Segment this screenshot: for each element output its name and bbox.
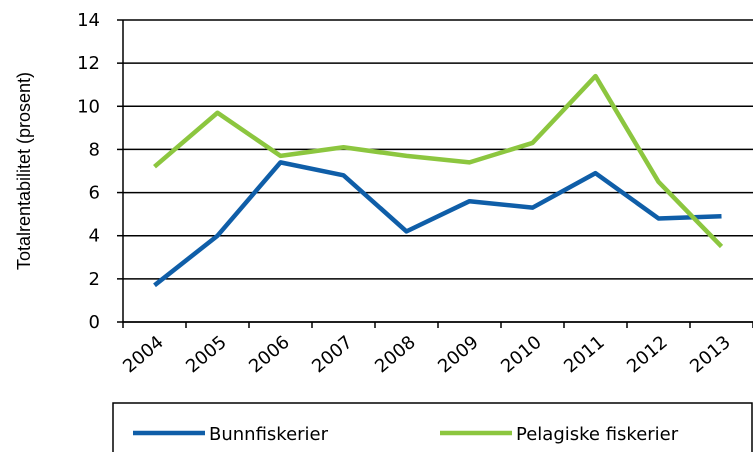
x-tick-label: 2012: [623, 332, 672, 378]
y-tick-label: 4: [89, 226, 100, 247]
y-tick-label: 14: [77, 10, 100, 31]
y-tick-label: 0: [89, 312, 100, 333]
x-tick-label: 2011: [560, 332, 609, 378]
x-tick-label: 2006: [245, 332, 294, 378]
x-tick-label: 2005: [182, 332, 231, 378]
y-axis-label: Totalrentabilitet (prosent): [14, 72, 34, 270]
x-tick-label: 2013: [686, 332, 735, 378]
y-tick-label: 2: [89, 269, 100, 290]
x-tick-label: 2008: [371, 332, 420, 378]
x-tick-label: 2010: [497, 332, 546, 378]
legend-box: [112, 402, 753, 452]
y-tick-label: 8: [89, 139, 100, 160]
legend-label: Bunnfiskerier: [209, 424, 329, 445]
legend-label: Pelagiske fiskerier: [516, 424, 679, 445]
y-tick-label: 10: [77, 96, 100, 117]
series-line: [153, 73, 724, 249]
series-line: [153, 160, 722, 288]
x-tick-label: 2007: [308, 332, 357, 378]
x-tick-label: 2004: [119, 332, 168, 378]
y-tick-label: 6: [89, 183, 100, 204]
y-tick-label: 12: [77, 53, 100, 74]
x-tick-label: 2009: [434, 332, 483, 378]
